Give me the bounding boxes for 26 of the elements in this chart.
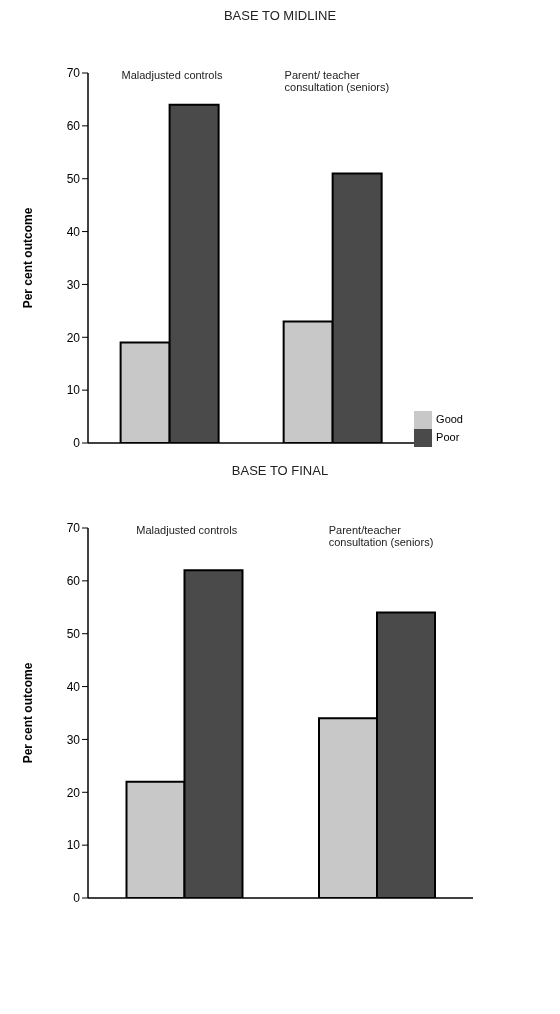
x-tick-label: Parent/ teacher consultation (seniors) — [284, 69, 390, 93]
y-tick-label: 30 — [66, 277, 81, 292]
chart-title: BASE TO FINAL — [230, 463, 330, 478]
chart-title: BASE TO MIDLINE — [222, 8, 338, 23]
y-tick-label: 10 — [66, 383, 81, 398]
legend-label: Poor — [436, 430, 460, 443]
y-tick-label: 50 — [66, 626, 81, 641]
x-tick-label: Maladjusted controls — [136, 524, 238, 536]
x-tick-label: Parent/teacher consultation (seniors) — [328, 524, 434, 548]
y-tick-label: 0 — [73, 436, 81, 451]
y-tick-label: 70 — [66, 66, 81, 81]
y-tick-label: 0 — [73, 891, 81, 906]
legend-label: Good — [436, 412, 463, 425]
y-tick-label: 30 — [66, 732, 81, 747]
y-axis-title: Per cent outcome — [21, 207, 36, 309]
y-tick-label: 50 — [66, 171, 81, 186]
y-tick-label: 40 — [66, 224, 81, 239]
y-tick-label: 10 — [66, 838, 81, 853]
x-tick-label: Maladjusted controls — [121, 69, 223, 81]
y-tick-label: 60 — [66, 574, 81, 589]
y-tick-label: 60 — [66, 119, 81, 134]
y-tick-label: 20 — [66, 330, 81, 345]
y-tick-label: 20 — [66, 785, 81, 800]
y-axis-title: Per cent outcome — [21, 662, 36, 764]
y-tick-label: 40 — [66, 679, 81, 694]
y-tick-label: 70 — [66, 521, 81, 536]
